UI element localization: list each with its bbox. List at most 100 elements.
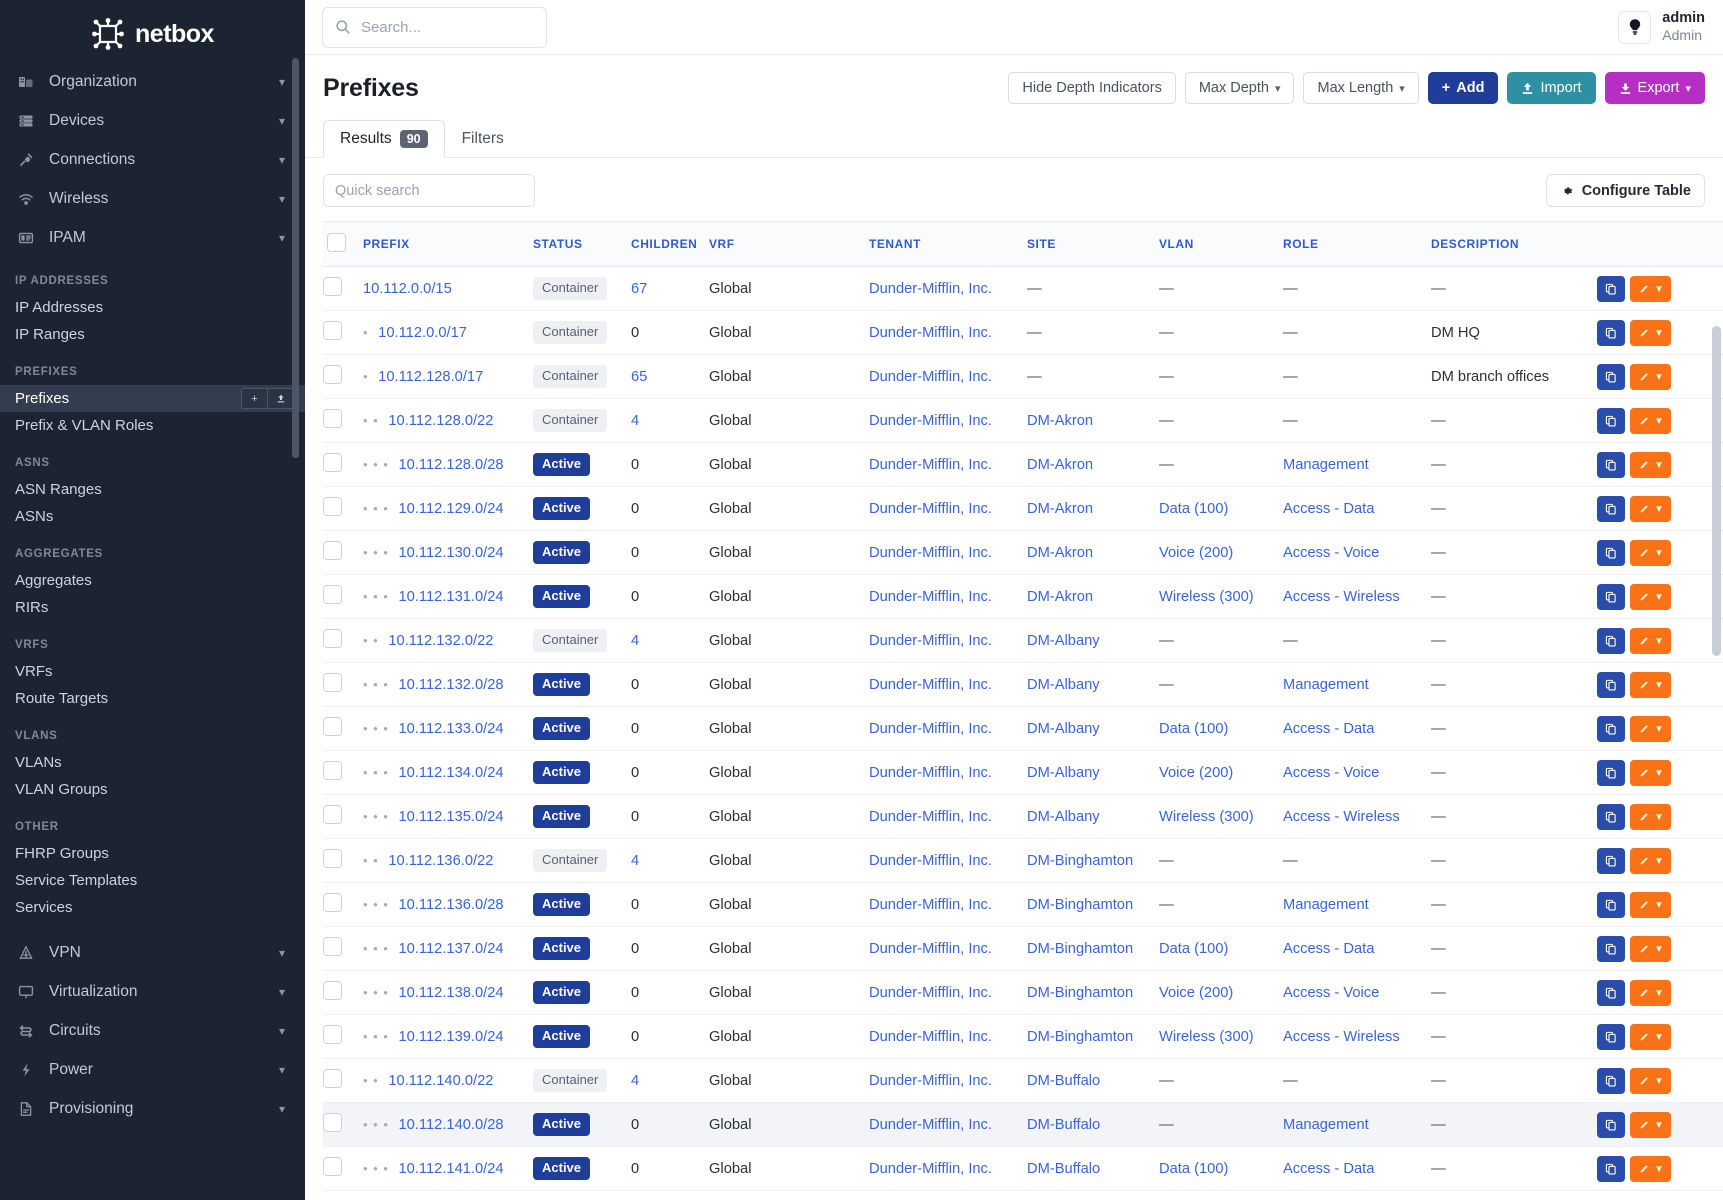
row-checkbox[interactable] [323,365,342,384]
sidebar-scrollbar[interactable] [292,58,299,1188]
tenant-cell[interactable]: Dunder-Mifflin, Inc. [869,882,1027,927]
chevron-down-icon[interactable]: ▾ [1656,811,1662,823]
prefix-link[interactable]: 10.112.140.0/28 [398,1116,504,1133]
children-cell[interactable]: 4 [631,1058,709,1103]
prefix-link[interactable]: 10.112.138.0/24 [398,984,504,1001]
site-cell-link[interactable]: DM-Albany [1027,720,1100,737]
prefix-link[interactable]: 10.112.134.0/24 [398,764,504,781]
row-checkbox[interactable] [323,453,342,472]
tenant-cell[interactable]: Dunder-Mifflin, Inc. [869,750,1027,795]
quick-search-input[interactable]: Quick search [323,174,535,207]
site-cell-link[interactable]: DM-Binghamton [1027,852,1134,869]
column-header-site[interactable]: SITE [1027,222,1159,267]
table-row[interactable]: • • 10.112.140.0/22 Container 4 Global Dunde… [323,1058,1723,1103]
row-checkbox[interactable] [323,321,342,340]
clone-button[interactable] [1597,1111,1625,1138]
import-button[interactable]: Import [1507,72,1596,104]
role-cell[interactable]: Access - Data [1283,926,1431,971]
vlan-cell[interactable]: Voice (200) [1159,750,1283,795]
prefix-link[interactable]: 10.112.130.0/24 [398,544,504,561]
vlan-cell-link[interactable]: Voice (200) [1159,544,1234,561]
role-cell-link[interactable]: Access - Wireless [1283,588,1400,605]
site-cell[interactable]: DM-Binghamton [1027,1014,1159,1059]
site-cell-link[interactable]: DM-Buffalo [1027,1160,1101,1177]
table-row[interactable]: 10.112.0.0/15 Container 67 Global Dunder-Mif… [323,266,1723,311]
tenant-cell[interactable]: Dunder-Mifflin, Inc. [869,398,1027,443]
site-cell[interactable]: DM-Akron [1027,574,1159,619]
edit-button[interactable]: ▾ [1630,275,1671,302]
vlan-cell[interactable]: Wireless (300) [1159,794,1283,839]
sidebar-group-ipam[interactable]: IPAM ▾ [0,218,305,257]
add-button[interactable]: + Add [1427,72,1499,104]
vlan-cell-link[interactable]: Data (100) [1159,940,1229,957]
row-checkbox[interactable] [323,585,342,604]
children-cell-link[interactable]: 4 [631,1072,640,1089]
table-row[interactable]: • • • 10.112.139.0/24 Active 0 Global Dunder… [323,1014,1723,1059]
role-cell-link[interactable]: Access - Data [1283,720,1375,737]
prefix-link[interactable]: 10.112.132.0/28 [398,676,504,693]
tenant-cell-link[interactable]: Dunder-Mifflin, Inc. [869,1028,992,1045]
column-header-prefix[interactable]: PREFIX [363,222,533,267]
site-cell[interactable]: DM-Akron [1027,486,1159,531]
prefix-link[interactable]: 10.112.139.0/24 [398,1028,504,1045]
tenant-cell-link[interactable]: Dunder-Mifflin, Inc. [869,764,992,781]
sidebar-group-connections[interactable]: Connections ▾ [0,140,305,179]
prefix-cell[interactable]: 10.112.0.0/15 [363,266,533,311]
role-cell-link[interactable]: Access - Data [1283,500,1375,517]
vlan-cell-link[interactable]: Wireless (300) [1159,588,1254,605]
vlan-cell[interactable]: Data (100) [1159,486,1283,531]
role-cell-link[interactable]: Access - Voice [1283,764,1380,781]
role-cell-link[interactable]: Access - Wireless [1283,808,1400,825]
tenant-cell[interactable]: Dunder-Mifflin, Inc. [869,970,1027,1015]
site-cell-link[interactable]: DM-Buffalo [1027,1116,1101,1133]
tenant-cell-link[interactable]: Dunder-Mifflin, Inc. [869,808,992,825]
prefix-cell[interactable]: • • 10.112.136.0/22 [363,838,533,883]
vlan-cell-link[interactable]: Wireless (300) [1159,1028,1254,1045]
sidebar-import-icon[interactable] [268,388,295,409]
role-cell[interactable]: Access - Wireless [1283,574,1431,619]
sidebar-item-vrfs[interactable]: VRFs+ [0,658,305,685]
tenant-cell-link[interactable]: Dunder-Mifflin, Inc. [869,544,992,561]
site-cell-link[interactable]: DM-Akron [1027,500,1094,517]
site-cell[interactable]: DM-Akron [1027,442,1159,487]
children-cell-link[interactable]: 67 [631,280,648,297]
tenant-cell-link[interactable]: Dunder-Mifflin, Inc. [869,940,992,957]
site-cell-link[interactable]: DM-Binghamton [1027,984,1134,1001]
max-length-dropdown[interactable]: Max Length ▾ [1303,72,1419,104]
role-cell-link[interactable]: Management [1283,1116,1369,1133]
prefix-cell[interactable]: • • • 10.112.128.0/28 [363,442,533,487]
prefix-cell[interactable]: • • • 10.112.137.0/24 [363,926,533,971]
row-checkbox[interactable] [323,1025,342,1044]
sidebar-add-icon[interactable]: + [241,388,268,409]
role-cell[interactable]: Access - Data [1283,486,1431,531]
prefix-cell[interactable]: • • • 10.112.141.0/24 [363,1146,533,1191]
site-cell[interactable]: DM-Binghamton [1027,970,1159,1015]
sidebar-group-virtualization[interactable]: Virtualization ▾ [0,972,305,1011]
table-row[interactable]: • • 10.112.136.0/22 Container 4 Global Dunde… [323,838,1723,883]
table-row[interactable]: • • • 10.112.140.0/28 Active 0 Global Dunder… [323,1102,1723,1147]
sidebar-item-route-targets[interactable]: Route Targets+ [0,685,305,712]
site-cell-link[interactable]: DM-Albany [1027,676,1100,693]
prefix-cell[interactable]: • 10.112.0.0/17 [363,310,533,355]
vlan-cell-link[interactable]: Voice (200) [1159,764,1234,781]
edit-button[interactable]: ▾ [1630,935,1671,962]
site-cell-link[interactable]: DM-Binghamton [1027,896,1134,913]
prefix-cell[interactable]: • • • 10.112.140.0/28 [363,1102,533,1147]
column-header-vrf[interactable]: VRF [709,222,869,267]
site-cell-link[interactable]: DM-Akron [1027,588,1094,605]
clone-button[interactable] [1597,627,1625,654]
sidebar-group-power[interactable]: Power ▾ [0,1050,305,1089]
vlan-cell[interactable]: Data (100) [1159,706,1283,751]
brand-logo[interactable]: netbox [0,0,305,62]
prefix-cell[interactable]: • • 10.112.128.0/22 [363,398,533,443]
column-header-vlan[interactable]: VLAN [1159,222,1283,267]
tenant-cell[interactable]: Dunder-Mifflin, Inc. [869,530,1027,575]
clone-button[interactable] [1597,319,1625,346]
prefix-link[interactable]: 10.112.140.0/22 [388,1072,494,1089]
prefix-link[interactable]: 10.112.133.0/24 [398,720,504,737]
vlan-cell[interactable]: Voice (200) [1159,970,1283,1015]
chevron-down-icon[interactable]: ▾ [1656,327,1662,339]
tenant-cell[interactable]: Dunder-Mifflin, Inc. [869,618,1027,663]
column-header-children[interactable]: CHILDREN [631,222,709,267]
chevron-down-icon[interactable]: ▾ [1656,415,1662,427]
